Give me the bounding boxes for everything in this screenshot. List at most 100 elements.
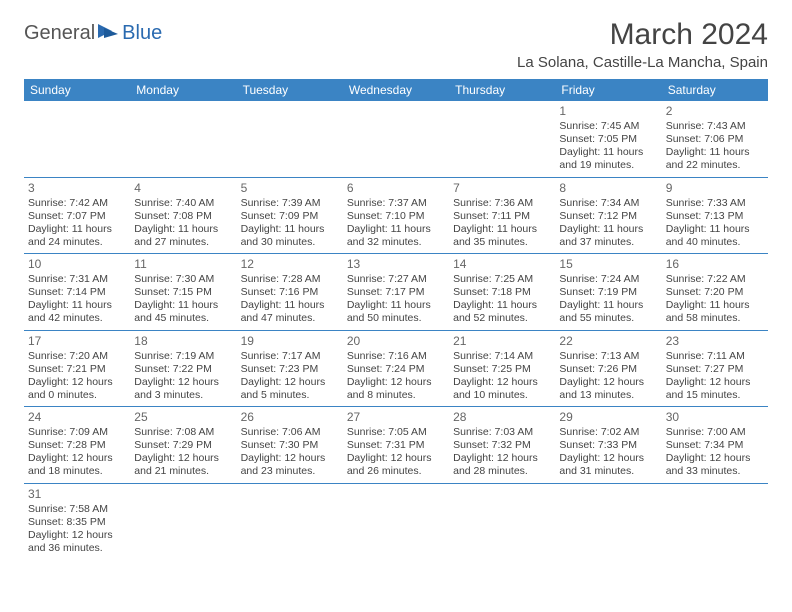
- calendar-cell: 10Sunrise: 7:31 AMSunset: 7:14 PMDayligh…: [24, 254, 130, 331]
- calendar-cell: [662, 483, 768, 559]
- calendar-cell: 9Sunrise: 7:33 AMSunset: 7:13 PMDaylight…: [662, 177, 768, 254]
- sunrise-line: Sunrise: 7:13 AM: [559, 350, 657, 363]
- calendar-cell: 31Sunrise: 7:58 AMSunset: 8:35 PMDayligh…: [24, 483, 130, 559]
- sunrise-line: Sunrise: 7:24 AM: [559, 273, 657, 286]
- sunset-line: Sunset: 7:29 PM: [134, 439, 232, 452]
- day-number: 4: [134, 181, 232, 196]
- logo-text-general: General: [24, 22, 95, 45]
- day-number: 19: [241, 334, 339, 349]
- calendar-cell: 6Sunrise: 7:37 AMSunset: 7:10 PMDaylight…: [343, 177, 449, 254]
- day-number: 16: [666, 257, 764, 272]
- day-number: 28: [453, 410, 551, 425]
- calendar-cell: [343, 483, 449, 559]
- calendar-cell: 28Sunrise: 7:03 AMSunset: 7:32 PMDayligh…: [449, 407, 555, 484]
- calendar-cell: [130, 483, 236, 559]
- sunset-line: Sunset: 7:18 PM: [453, 286, 551, 299]
- daylight-line: Daylight: 11 hours and 40 minutes.: [666, 223, 764, 249]
- sunrise-line: Sunrise: 7:40 AM: [134, 197, 232, 210]
- sunset-line: Sunset: 7:19 PM: [559, 286, 657, 299]
- daylight-line: Daylight: 12 hours and 31 minutes.: [559, 452, 657, 478]
- daylight-line: Daylight: 12 hours and 28 minutes.: [453, 452, 551, 478]
- daylight-line: Daylight: 11 hours and 24 minutes.: [28, 223, 126, 249]
- calendar-row: 31Sunrise: 7:58 AMSunset: 8:35 PMDayligh…: [24, 483, 768, 559]
- col-tue: Tuesday: [237, 79, 343, 101]
- day-number: 18: [134, 334, 232, 349]
- col-sat: Saturday: [662, 79, 768, 101]
- daylight-line: Daylight: 11 hours and 19 minutes.: [559, 146, 657, 172]
- daylight-line: Daylight: 12 hours and 18 minutes.: [28, 452, 126, 478]
- logo: General Blue: [24, 18, 162, 45]
- calendar-row: 17Sunrise: 7:20 AMSunset: 7:21 PMDayligh…: [24, 330, 768, 407]
- day-number: 29: [559, 410, 657, 425]
- page-title: March 2024: [517, 18, 768, 52]
- sunset-line: Sunset: 7:28 PM: [28, 439, 126, 452]
- day-number: 9: [666, 181, 764, 196]
- calendar-cell: 29Sunrise: 7:02 AMSunset: 7:33 PMDayligh…: [555, 407, 661, 484]
- sunrise-line: Sunrise: 7:27 AM: [347, 273, 445, 286]
- calendar-cell: 21Sunrise: 7:14 AMSunset: 7:25 PMDayligh…: [449, 330, 555, 407]
- sunset-line: Sunset: 7:13 PM: [666, 210, 764, 223]
- daylight-line: Daylight: 11 hours and 35 minutes.: [453, 223, 551, 249]
- daylight-line: Daylight: 12 hours and 15 minutes.: [666, 376, 764, 402]
- sunset-line: Sunset: 7:05 PM: [559, 133, 657, 146]
- day-number: 14: [453, 257, 551, 272]
- sunrise-line: Sunrise: 7:19 AM: [134, 350, 232, 363]
- day-number: 27: [347, 410, 445, 425]
- daylight-line: Daylight: 11 hours and 58 minutes.: [666, 299, 764, 325]
- calendar-cell: 24Sunrise: 7:09 AMSunset: 7:28 PMDayligh…: [24, 407, 130, 484]
- logo-text-blue: Blue: [122, 22, 162, 45]
- calendar-cell: 5Sunrise: 7:39 AMSunset: 7:09 PMDaylight…: [237, 177, 343, 254]
- day-number: 24: [28, 410, 126, 425]
- col-mon: Monday: [130, 79, 236, 101]
- day-number: 23: [666, 334, 764, 349]
- sunset-line: Sunset: 7:10 PM: [347, 210, 445, 223]
- daylight-line: Daylight: 11 hours and 32 minutes.: [347, 223, 445, 249]
- day-number: 7: [453, 181, 551, 196]
- sunset-line: Sunset: 7:08 PM: [134, 210, 232, 223]
- sunrise-line: Sunrise: 7:30 AM: [134, 273, 232, 286]
- calendar-row: 1Sunrise: 7:45 AMSunset: 7:05 PMDaylight…: [24, 101, 768, 177]
- sunset-line: Sunset: 7:23 PM: [241, 363, 339, 376]
- title-block: March 2024 La Solana, Castille-La Mancha…: [517, 18, 768, 71]
- sunrise-line: Sunrise: 7:17 AM: [241, 350, 339, 363]
- sunrise-line: Sunrise: 7:08 AM: [134, 426, 232, 439]
- daylight-line: Daylight: 12 hours and 3 minutes.: [134, 376, 232, 402]
- sunrise-line: Sunrise: 7:28 AM: [241, 273, 339, 286]
- sunrise-line: Sunrise: 7:16 AM: [347, 350, 445, 363]
- calendar-cell: 19Sunrise: 7:17 AMSunset: 7:23 PMDayligh…: [237, 330, 343, 407]
- sunrise-line: Sunrise: 7:20 AM: [28, 350, 126, 363]
- calendar-cell: [343, 101, 449, 177]
- daylight-line: Daylight: 12 hours and 8 minutes.: [347, 376, 445, 402]
- day-number: 20: [347, 334, 445, 349]
- daylight-line: Daylight: 11 hours and 22 minutes.: [666, 146, 764, 172]
- daylight-line: Daylight: 12 hours and 33 minutes.: [666, 452, 764, 478]
- calendar-cell: [555, 483, 661, 559]
- calendar-table: Sunday Monday Tuesday Wednesday Thursday…: [24, 79, 768, 559]
- day-number: 25: [134, 410, 232, 425]
- sunset-line: Sunset: 7:15 PM: [134, 286, 232, 299]
- calendar-cell: 17Sunrise: 7:20 AMSunset: 7:21 PMDayligh…: [24, 330, 130, 407]
- sunset-line: Sunset: 7:31 PM: [347, 439, 445, 452]
- calendar-cell: 26Sunrise: 7:06 AMSunset: 7:30 PMDayligh…: [237, 407, 343, 484]
- daylight-line: Daylight: 12 hours and 36 minutes.: [28, 529, 126, 555]
- location: La Solana, Castille-La Mancha, Spain: [517, 54, 768, 71]
- calendar-row: 24Sunrise: 7:09 AMSunset: 7:28 PMDayligh…: [24, 407, 768, 484]
- col-wed: Wednesday: [343, 79, 449, 101]
- day-number: 22: [559, 334, 657, 349]
- calendar-cell: 30Sunrise: 7:00 AMSunset: 7:34 PMDayligh…: [662, 407, 768, 484]
- daylight-line: Daylight: 12 hours and 21 minutes.: [134, 452, 232, 478]
- header: General Blue March 2024 La Solana, Casti…: [24, 18, 768, 71]
- daylight-line: Daylight: 11 hours and 42 minutes.: [28, 299, 126, 325]
- calendar-cell: 8Sunrise: 7:34 AMSunset: 7:12 PMDaylight…: [555, 177, 661, 254]
- sunset-line: Sunset: 7:06 PM: [666, 133, 764, 146]
- day-number: 26: [241, 410, 339, 425]
- sunrise-line: Sunrise: 7:31 AM: [28, 273, 126, 286]
- sunset-line: Sunset: 7:17 PM: [347, 286, 445, 299]
- sunrise-line: Sunrise: 7:58 AM: [28, 503, 126, 516]
- calendar-cell: 27Sunrise: 7:05 AMSunset: 7:31 PMDayligh…: [343, 407, 449, 484]
- day-number: 6: [347, 181, 445, 196]
- daylight-line: Daylight: 11 hours and 47 minutes.: [241, 299, 339, 325]
- daylight-line: Daylight: 12 hours and 26 minutes.: [347, 452, 445, 478]
- calendar-cell: 20Sunrise: 7:16 AMSunset: 7:24 PMDayligh…: [343, 330, 449, 407]
- daylight-line: Daylight: 11 hours and 52 minutes.: [453, 299, 551, 325]
